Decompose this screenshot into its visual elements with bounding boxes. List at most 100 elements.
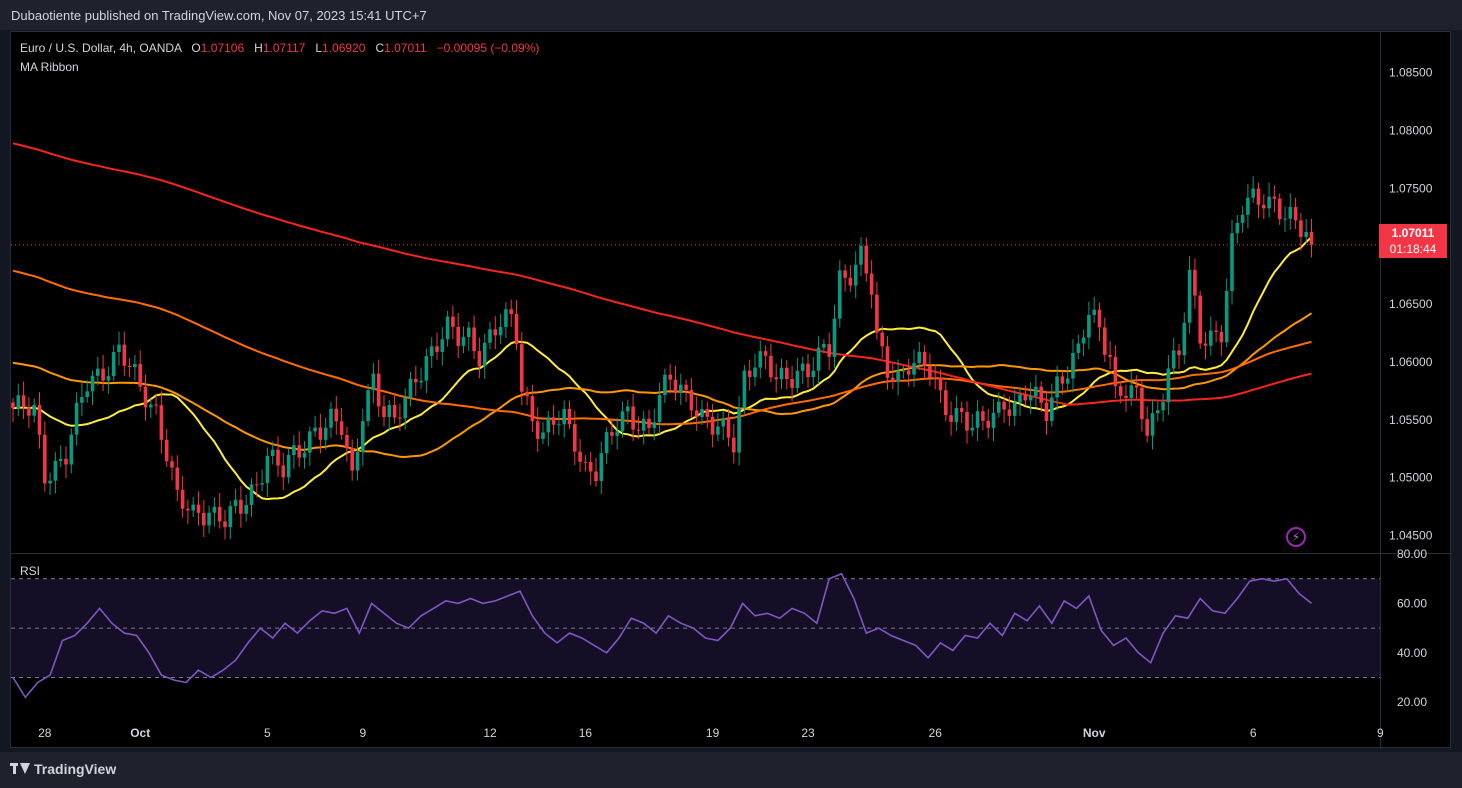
candle — [1092, 309, 1096, 315]
candle — [1118, 386, 1123, 396]
open-value: 1.07106 — [200, 41, 245, 55]
candle — [795, 370, 800, 388]
candle — [679, 384, 683, 394]
candle — [392, 405, 397, 418]
candle — [573, 424, 577, 452]
price-tick-label: 1.08500 — [1389, 66, 1433, 80]
candle — [1272, 196, 1277, 199]
time-tick-label: 23 — [801, 726, 815, 740]
candle — [975, 411, 980, 428]
candle — [1050, 397, 1054, 421]
candle — [1103, 327, 1107, 355]
candle — [429, 346, 434, 357]
candle — [504, 309, 508, 327]
candle — [594, 471, 598, 482]
candle — [753, 367, 757, 377]
rsi-layer — [11, 572, 1380, 699]
candle — [493, 329, 498, 336]
time-tick-label: 6 — [1250, 726, 1257, 740]
candle — [64, 458, 68, 465]
symbol-title[interactable]: Euro / U.S. Dollar, 4h, OANDA — [20, 41, 182, 55]
candle — [562, 408, 566, 425]
chart-legend: Euro / U.S. Dollar, 4h, OANDA O1.07106 H… — [20, 39, 539, 77]
last-price-value: 1.07011 — [1391, 226, 1435, 240]
candle — [1113, 356, 1118, 387]
candle — [705, 409, 710, 417]
time-tick-label: 28 — [38, 726, 52, 740]
candle — [408, 378, 413, 398]
rsi-line — [12, 572, 1312, 699]
candle — [668, 374, 672, 380]
candle — [58, 458, 63, 461]
time-tick-label: 26 — [929, 726, 943, 740]
candle — [906, 370, 911, 375]
candle — [233, 499, 238, 507]
candle — [700, 409, 704, 418]
candle — [875, 294, 879, 333]
grid-layer — [11, 32, 1452, 749]
time-tick-label: 9 — [359, 726, 366, 740]
candle — [286, 455, 291, 478]
candle — [451, 316, 455, 327]
candle — [1299, 220, 1303, 237]
candle — [986, 420, 990, 428]
rsi-label[interactable]: RSI — [20, 564, 41, 578]
candle — [896, 370, 900, 382]
candle — [1187, 269, 1192, 323]
candle — [1214, 330, 1218, 332]
candle — [1007, 409, 1012, 416]
candle — [620, 411, 625, 432]
indicator-row[interactable]: MA Ribbon — [20, 58, 539, 77]
candle — [673, 379, 678, 394]
candle — [1161, 402, 1165, 411]
candle — [1134, 385, 1139, 388]
candle — [366, 390, 370, 422]
close-label: C — [375, 41, 385, 55]
candle — [477, 351, 482, 367]
candle — [1293, 207, 1298, 221]
candle — [180, 489, 185, 509]
price-tick-label: 1.06000 — [1389, 355, 1433, 369]
candle — [525, 391, 529, 397]
candle — [726, 418, 731, 438]
candle — [270, 449, 275, 457]
candle — [981, 411, 985, 421]
candle — [207, 512, 211, 526]
candle — [498, 326, 503, 336]
indicator-name[interactable]: MA Ribbon — [20, 60, 79, 74]
candle — [1193, 269, 1197, 296]
candle — [16, 395, 21, 409]
candle — [1076, 343, 1081, 353]
candles-layer — [11, 176, 1314, 540]
candle — [472, 327, 476, 352]
candle — [710, 416, 715, 435]
candle — [456, 326, 460, 346]
candle — [922, 351, 927, 367]
candle — [1267, 196, 1271, 209]
candle — [885, 346, 890, 378]
candle — [933, 377, 937, 379]
candle — [1288, 207, 1293, 219]
lightning-icon[interactable]: ⚡ — [1286, 527, 1306, 547]
time-tick-label: Nov — [1083, 726, 1106, 740]
candle — [1140, 387, 1144, 420]
candle — [631, 406, 635, 430]
candle — [1108, 354, 1112, 357]
candle — [175, 467, 180, 490]
candle — [196, 504, 201, 513]
candle — [32, 404, 36, 416]
candle — [583, 461, 588, 463]
symbol-row[interactable]: Euro / U.S. Dollar, 4h, OANDA O1.07106 H… — [20, 39, 539, 58]
candle — [1251, 188, 1255, 198]
candle — [853, 264, 858, 286]
candle — [652, 422, 657, 428]
last-price-tag: 1.07011 01:18:44 — [1379, 224, 1447, 258]
candle — [461, 337, 466, 346]
candle — [949, 415, 953, 422]
chart-canvas[interactable]: 1.085001.080001.075001.070001.065001.060… — [11, 32, 1452, 749]
candle — [747, 370, 752, 377]
candle — [297, 445, 301, 458]
chart-frame[interactable]: 1.085001.080001.075001.070001.065001.060… — [10, 31, 1452, 749]
candle — [1177, 350, 1181, 356]
tradingview-logo-icon[interactable]: TradingView — [10, 761, 116, 777]
